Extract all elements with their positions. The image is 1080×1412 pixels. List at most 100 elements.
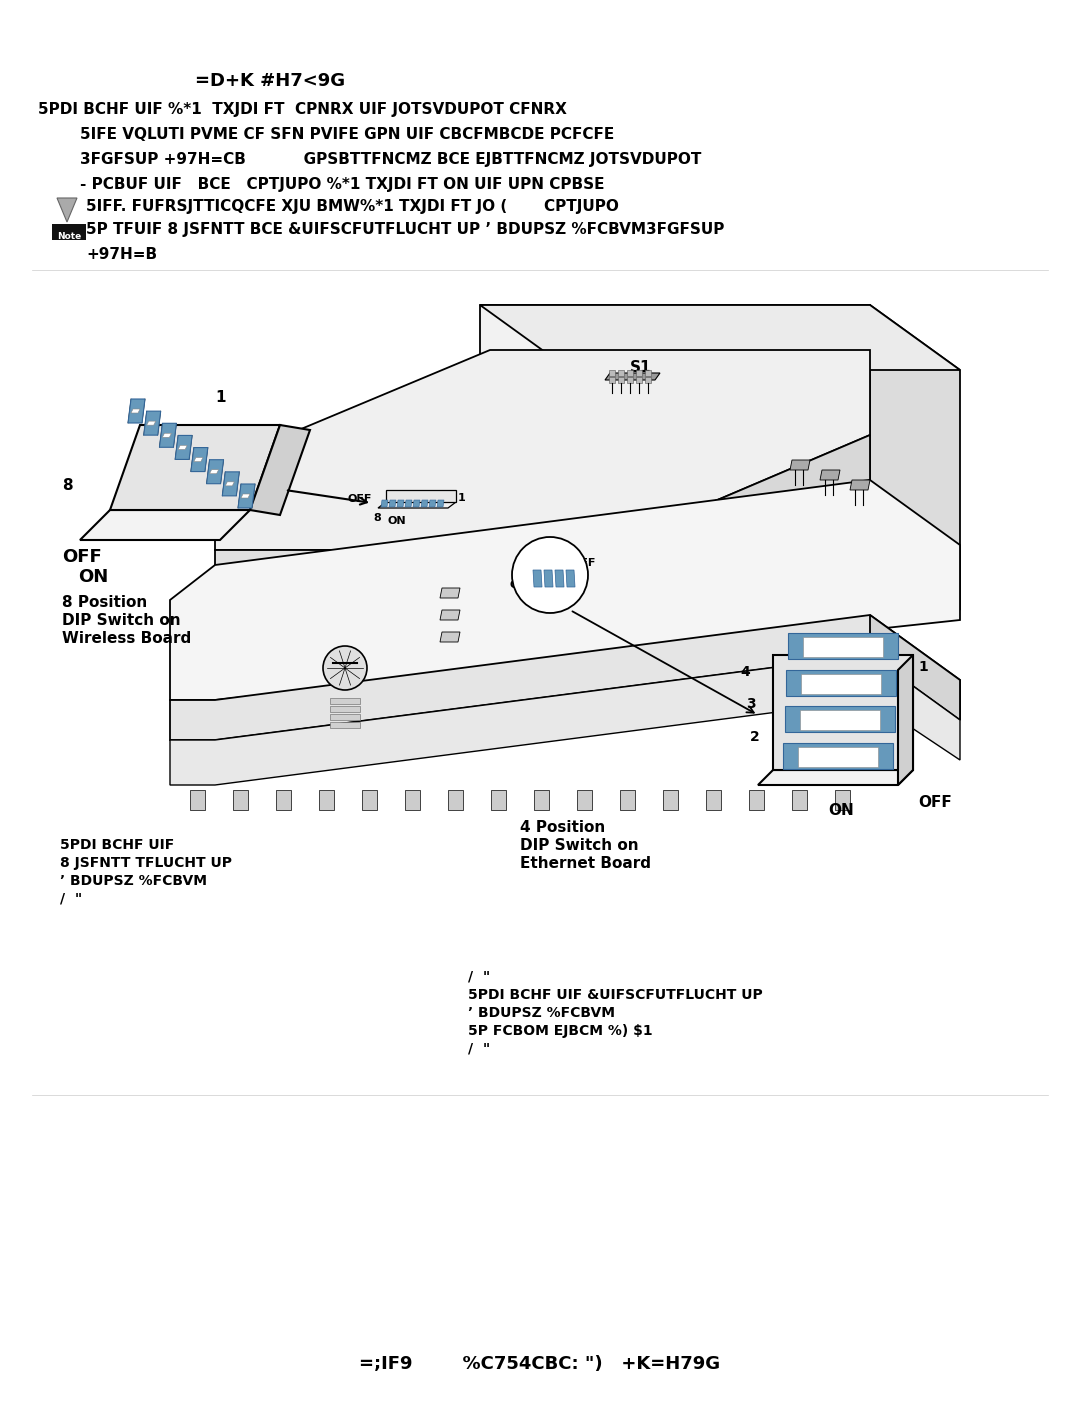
- Polygon shape: [618, 377, 624, 383]
- Polygon shape: [789, 460, 810, 470]
- Polygon shape: [249, 425, 310, 515]
- Polygon shape: [600, 435, 870, 590]
- Text: 4: 4: [740, 665, 750, 679]
- Polygon shape: [190, 789, 205, 810]
- Text: =;IF9        %C754CBC: ")   +K=H79G: =;IF9 %C754CBC: ") +K=H79G: [360, 1356, 720, 1372]
- Polygon shape: [330, 706, 360, 712]
- Text: /  ": / ": [60, 892, 82, 907]
- Text: Ethernet Board: Ethernet Board: [519, 856, 651, 871]
- Text: 5PDI BCHF UIF %*1  TXJDI FT  CPNRX UIF JOTSVDUPOT CFNRX: 5PDI BCHF UIF %*1 TXJDI FT CPNRX UIF JOT…: [38, 102, 567, 117]
- Polygon shape: [750, 789, 764, 810]
- Polygon shape: [480, 305, 870, 545]
- Text: 4: 4: [528, 555, 536, 565]
- Polygon shape: [131, 409, 140, 412]
- Polygon shape: [440, 633, 460, 642]
- Polygon shape: [206, 460, 224, 484]
- Text: ON: ON: [78, 568, 108, 586]
- Text: ON: ON: [510, 580, 528, 590]
- Polygon shape: [397, 500, 404, 507]
- Text: /  ": / ": [468, 1042, 490, 1056]
- Polygon shape: [645, 377, 651, 383]
- Circle shape: [323, 647, 367, 690]
- Polygon shape: [170, 480, 960, 700]
- Polygon shape: [226, 481, 234, 486]
- Polygon shape: [804, 637, 883, 657]
- Polygon shape: [405, 500, 411, 507]
- Text: 5IFF. FUFRSJTTICQCFE XJU BMW%*1 TXJDI FT JO (       CPTJUPO: 5IFF. FUFRSJTTICQCFE XJU BMW%*1 TXJDI FT…: [86, 199, 619, 215]
- Polygon shape: [222, 472, 240, 496]
- Polygon shape: [577, 789, 592, 810]
- Polygon shape: [645, 370, 651, 376]
- Polygon shape: [178, 445, 187, 449]
- Polygon shape: [330, 714, 360, 720]
- Polygon shape: [440, 610, 460, 620]
- Polygon shape: [210, 470, 218, 473]
- Polygon shape: [80, 510, 249, 539]
- Polygon shape: [276, 789, 291, 810]
- Polygon shape: [215, 551, 600, 590]
- Polygon shape: [330, 698, 360, 705]
- Text: +97H=B: +97H=B: [86, 247, 157, 263]
- Polygon shape: [147, 421, 156, 425]
- Polygon shape: [801, 674, 881, 693]
- Polygon shape: [160, 424, 176, 448]
- Polygon shape: [605, 373, 660, 380]
- Polygon shape: [233, 789, 248, 810]
- Polygon shape: [381, 500, 388, 507]
- Text: - PCBUF UIF   BCE   CPTJUPO %*1 TXJDI FT ON UIF UPN CPBSE: - PCBUF UIF BCE CPTJUPO %*1 TXJDI FT ON …: [80, 176, 605, 192]
- Polygon shape: [609, 377, 615, 383]
- Polygon shape: [897, 655, 913, 785]
- Text: DIP Switch on: DIP Switch on: [519, 837, 638, 853]
- Text: Wireless Board: Wireless Board: [62, 631, 191, 647]
- Text: OFF: OFF: [348, 494, 373, 504]
- Text: OFF: OFF: [62, 548, 102, 566]
- Text: 5P TFUIF 8 JSFNTT BCE &UIFSCFUTFLUCHT UP ’ BDUPSZ %FCBVM3FGFSUP: 5P TFUIF 8 JSFNTT BCE &UIFSCFUTFLUCHT UP…: [86, 222, 725, 237]
- Polygon shape: [241, 494, 249, 498]
- Circle shape: [512, 537, 588, 613]
- Text: 1: 1: [215, 390, 226, 405]
- Text: 3: 3: [539, 555, 546, 565]
- Text: =D+K #H7<9G: =D+K #H7<9G: [195, 72, 346, 90]
- Polygon shape: [792, 789, 807, 810]
- Text: 5IFE VQLUTI PVME CF SFN PVIFE GPN UIF CBCFMBCDE PCFCFE: 5IFE VQLUTI PVME CF SFN PVIFE GPN UIF CB…: [80, 127, 615, 143]
- Text: 2: 2: [750, 730, 759, 744]
- Text: 8: 8: [373, 513, 381, 522]
- Text: 5PDI BCHF UIF: 5PDI BCHF UIF: [60, 837, 174, 851]
- Polygon shape: [618, 370, 624, 376]
- Polygon shape: [437, 500, 444, 507]
- Text: OFF: OFF: [572, 558, 596, 568]
- Polygon shape: [609, 370, 615, 376]
- FancyBboxPatch shape: [52, 225, 86, 240]
- Polygon shape: [636, 377, 642, 383]
- Text: 3FGFSUP +97H=CB           GPSBTTFNCMZ BCE EJBTTFNCMZ JOTSVDUPOT: 3FGFSUP +97H=CB GPSBTTFNCMZ BCE EJBTTFNC…: [80, 152, 701, 167]
- Polygon shape: [110, 425, 280, 510]
- Polygon shape: [162, 433, 172, 438]
- Text: 5PDI BCHF UIF &UIFSCFUTFLUCHT UP: 5PDI BCHF UIF &UIFSCFUTFLUCHT UP: [468, 988, 762, 1003]
- Text: 1: 1: [918, 659, 928, 674]
- Text: Note: Note: [57, 232, 81, 241]
- Polygon shape: [170, 655, 960, 785]
- Polygon shape: [238, 484, 255, 508]
- Polygon shape: [786, 669, 896, 696]
- Polygon shape: [421, 500, 428, 507]
- Polygon shape: [389, 500, 396, 507]
- Polygon shape: [636, 370, 642, 376]
- Polygon shape: [534, 570, 542, 587]
- Text: ON: ON: [388, 515, 407, 527]
- Text: 8 JSFNTT TFLUCHT UP: 8 JSFNTT TFLUCHT UP: [60, 856, 232, 870]
- Polygon shape: [566, 570, 575, 587]
- Polygon shape: [129, 400, 145, 424]
- Polygon shape: [758, 770, 913, 785]
- Polygon shape: [663, 789, 678, 810]
- Polygon shape: [627, 370, 633, 376]
- Text: 8: 8: [62, 479, 72, 493]
- Polygon shape: [440, 587, 460, 599]
- Text: 5P FCBOM EJBCM %) $1: 5P FCBOM EJBCM %) $1: [468, 1024, 652, 1038]
- Polygon shape: [785, 706, 894, 733]
- Polygon shape: [620, 789, 635, 810]
- Polygon shape: [799, 710, 880, 730]
- Polygon shape: [429, 500, 436, 507]
- Polygon shape: [386, 490, 456, 503]
- Polygon shape: [330, 722, 360, 729]
- Text: ’ BDUPSZ %FCBVM: ’ BDUPSZ %FCBVM: [468, 1005, 615, 1019]
